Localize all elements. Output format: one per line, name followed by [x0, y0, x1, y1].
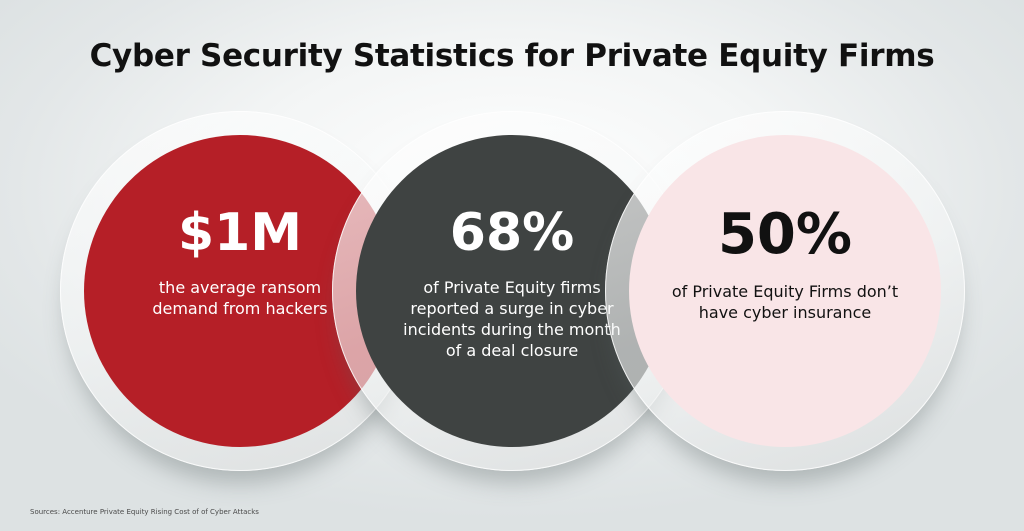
circle-disc: 50% of Private Equity Firms don’t have c… [629, 135, 941, 447]
page-title: Cyber Security Statistics for Private Eq… [89, 38, 935, 74]
stat-description: of Private Equity firms reported a surge… [403, 278, 621, 360]
stat-value: 50% [717, 202, 853, 267]
source-note: Sources: Accenture Private Equity Rising… [30, 508, 259, 516]
circle-disc: 68% of Private Equity firms reported a s… [356, 135, 668, 447]
stat-value: 68% [449, 203, 575, 263]
stat-description: the average ransom demand from hackers [152, 278, 328, 318]
stat-description: of Private Equity Firms don’t have cyber… [671, 282, 899, 322]
stat-value: $1M [177, 203, 303, 263]
